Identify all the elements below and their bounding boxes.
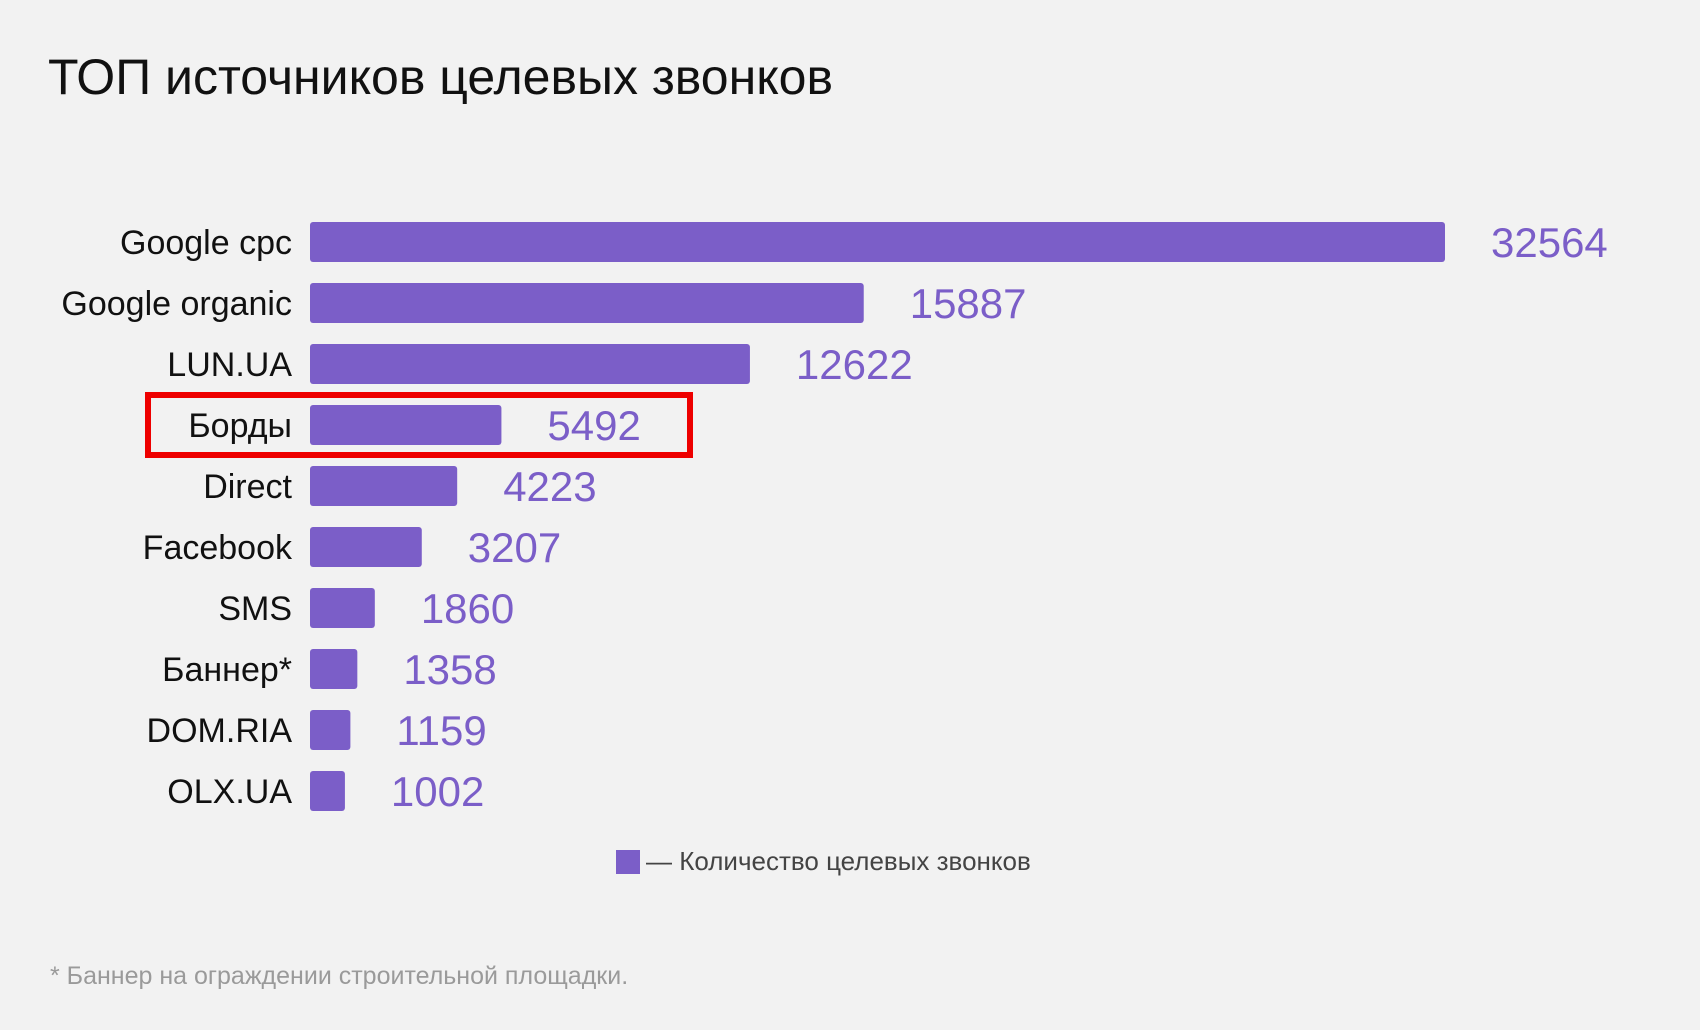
legend-swatch: [616, 849, 640, 874]
value-label: 1002: [391, 768, 484, 815]
legend: — Количество целевых звонков: [616, 846, 1031, 877]
category-label: Google organic: [61, 285, 292, 323]
category-label: DOM.RIA: [147, 712, 293, 750]
bar: [310, 771, 345, 811]
category-label: Facebook: [143, 529, 293, 567]
bar: [310, 649, 358, 689]
value-label: 32564: [1491, 219, 1608, 266]
value-label: 1860: [421, 585, 514, 632]
highlight-box: [145, 392, 693, 458]
footnote: * Баннер на ограждении строительной площ…: [50, 962, 629, 990]
category-label: Борды: [188, 407, 292, 445]
value-label: 4223: [503, 463, 596, 510]
bar: [310, 588, 375, 628]
value-label: 3207: [468, 524, 561, 571]
category-label: Баннер*: [162, 651, 292, 689]
chart-title: ТОП источников целевых звонков: [48, 49, 834, 105]
bar: [310, 344, 750, 384]
value-label: 5492: [547, 402, 640, 449]
bar: [310, 466, 458, 506]
bar: [310, 405, 502, 445]
value-label: 1159: [396, 707, 486, 754]
bar: [310, 710, 351, 750]
category-label: OLX.UA: [167, 773, 292, 811]
value-label: 1358: [403, 646, 496, 693]
value-label: 12622: [796, 341, 913, 388]
category-label: SMS: [218, 590, 292, 628]
category-label: LUN.UA: [167, 346, 292, 384]
legend-label: — Количество целевых звонков: [646, 846, 1031, 876]
category-label: Direct: [203, 468, 292, 506]
bar: [310, 222, 1445, 262]
bar: [310, 527, 422, 567]
category-label: Google cpc: [120, 224, 292, 262]
value-label: 15887: [910, 280, 1027, 327]
bar: [310, 283, 864, 323]
